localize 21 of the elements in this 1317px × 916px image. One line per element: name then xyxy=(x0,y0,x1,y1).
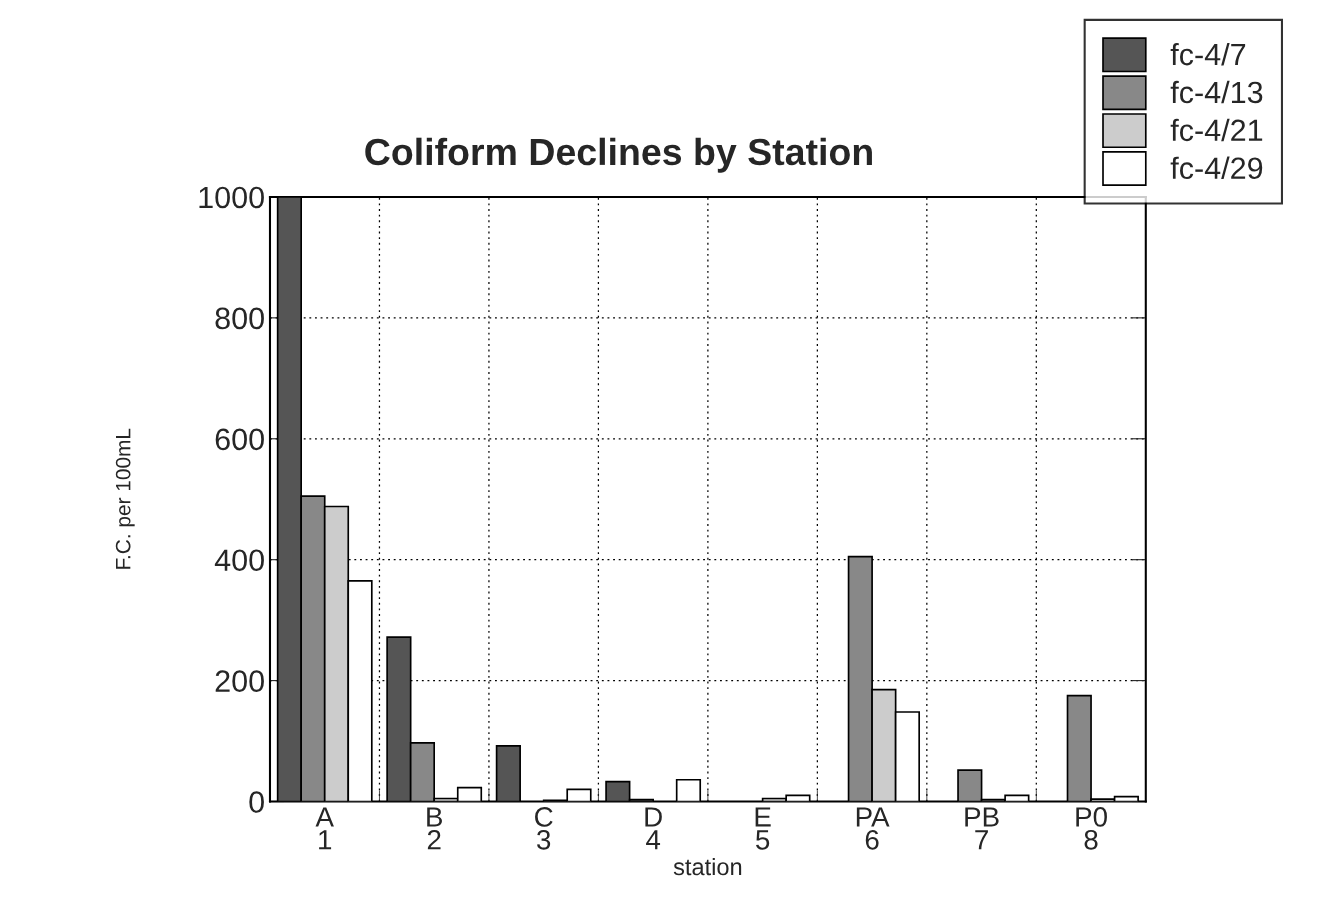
y-axis-title: F.C. per 100mL xyxy=(115,428,135,569)
y-tick-label: 0 xyxy=(249,791,264,813)
x-tick-label: PB 7 xyxy=(965,807,999,850)
y-tick-label: 800 xyxy=(215,307,264,330)
legend-label: fc-4/29 xyxy=(1170,156,1263,180)
x-axis-title: station xyxy=(673,857,742,876)
y-tick-label: 400 xyxy=(214,549,264,572)
x-tick-label: PA 6 xyxy=(856,807,890,850)
legend-label: fc-4/13 xyxy=(1170,80,1263,104)
y-tick-label: 1000 xyxy=(199,186,264,209)
x-tick-label: E 5 xyxy=(755,807,771,850)
legend-label: fc-4/21 xyxy=(1170,118,1263,142)
x-tick-label: A 1 xyxy=(315,807,334,850)
y-tick-label: 600 xyxy=(215,428,264,451)
chart-title: Coliform Declines by Station xyxy=(365,137,872,173)
y-tick-label: 200 xyxy=(215,670,264,692)
legend-label: fc-4/7 xyxy=(1170,42,1246,66)
x-tick-label: B 2 xyxy=(427,807,442,850)
x-tick-label: D 4 xyxy=(645,807,662,850)
x-tick-label: P0 8 xyxy=(1076,807,1107,850)
x-tick-label: C 3 xyxy=(535,807,553,850)
